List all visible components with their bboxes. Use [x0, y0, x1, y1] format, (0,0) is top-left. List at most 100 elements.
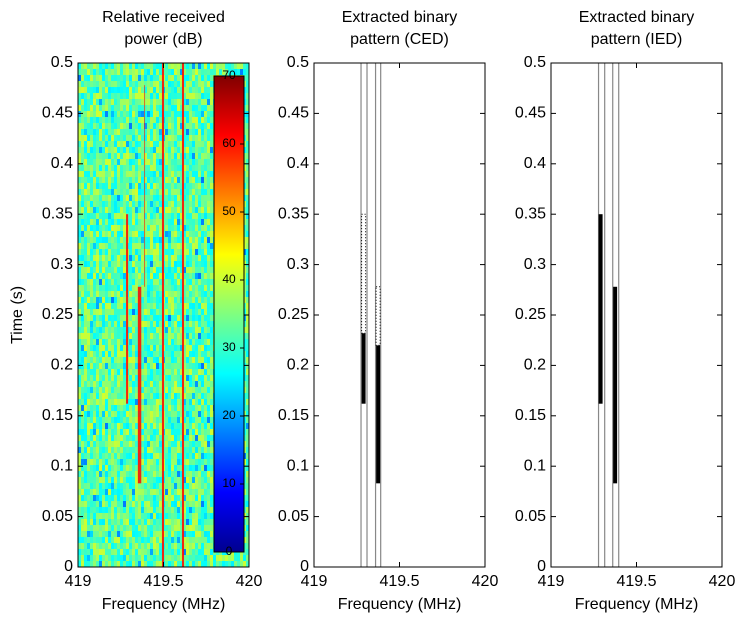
noise-cell	[78, 459, 81, 465]
noise-cell	[153, 267, 156, 273]
noise-cell	[105, 207, 108, 213]
noise-cell	[120, 447, 123, 453]
noise-cell	[108, 429, 111, 435]
noise-cell	[138, 513, 141, 519]
noise-cell	[159, 201, 162, 207]
noise-cell	[180, 237, 183, 243]
noise-cell	[96, 489, 99, 495]
colorbar-tick-label: 20	[222, 408, 236, 422]
noise-cell	[186, 99, 189, 105]
noise-cell	[126, 69, 129, 75]
noise-cell	[132, 231, 135, 237]
noise-cell	[192, 363, 195, 369]
noise-cell	[150, 111, 153, 117]
noise-cell	[204, 105, 207, 111]
noise-cell	[84, 495, 87, 501]
noise-cell	[189, 195, 192, 201]
noise-cell	[171, 117, 174, 123]
noise-cell	[204, 357, 207, 363]
noise-cell	[174, 147, 177, 153]
noise-cell	[153, 399, 156, 405]
noise-cell	[117, 453, 120, 459]
noise-cell	[204, 207, 207, 213]
noise-cell	[138, 219, 141, 225]
noise-cell	[123, 117, 126, 123]
noise-cell	[168, 381, 171, 387]
noise-cell	[126, 453, 129, 459]
noise-cell	[165, 195, 168, 201]
noise-cell	[195, 297, 198, 303]
noise-cell	[111, 303, 114, 309]
noise-cell	[201, 135, 204, 141]
noise-cell	[132, 327, 135, 333]
noise-cell	[111, 315, 114, 321]
noise-cell	[111, 189, 114, 195]
noise-cell	[198, 495, 201, 501]
noise-cell	[93, 129, 96, 135]
noise-cell	[189, 411, 192, 417]
noise-cell	[102, 123, 105, 129]
noise-cell	[81, 75, 84, 81]
noise-cell	[237, 63, 240, 69]
noise-cell	[114, 183, 117, 189]
noise-cell	[204, 279, 207, 285]
noise-cell	[108, 465, 111, 471]
noise-cell	[132, 525, 135, 531]
noise-cell	[120, 87, 123, 93]
noise-cell	[153, 381, 156, 387]
noise-cell	[168, 165, 171, 171]
noise-cell	[120, 363, 123, 369]
noise-cell	[144, 453, 147, 459]
noise-cell	[78, 87, 81, 93]
noise-cell	[129, 465, 132, 471]
noise-cell	[147, 429, 150, 435]
noise-cell	[114, 345, 117, 351]
noise-cell	[129, 183, 132, 189]
noise-cell	[180, 297, 183, 303]
noise-cell	[159, 381, 162, 387]
noise-cell	[195, 375, 198, 381]
noise-cell	[189, 153, 192, 159]
y-tick-label: 0.5	[287, 54, 309, 71]
noise-cell	[177, 183, 180, 189]
noise-cell	[186, 219, 189, 225]
noise-cell	[87, 231, 90, 237]
noise-cell	[186, 489, 189, 495]
noise-cell	[177, 327, 180, 333]
noise-cell	[180, 75, 183, 81]
noise-cell	[105, 399, 108, 405]
noise-cell	[180, 255, 183, 261]
noise-cell	[138, 81, 141, 87]
noise-cell	[183, 327, 186, 333]
noise-cell	[210, 267, 213, 273]
noise-cell	[183, 111, 186, 117]
noise-cell	[84, 537, 87, 543]
noise-cell	[96, 441, 99, 447]
noise-cell	[207, 237, 210, 243]
noise-cell	[108, 483, 111, 489]
noise-cell	[141, 411, 144, 417]
noise-cell	[192, 435, 195, 441]
noise-cell	[93, 255, 96, 261]
noise-cell	[198, 207, 201, 213]
noise-cell	[117, 519, 120, 525]
noise-cell	[201, 189, 204, 195]
noise-cell	[111, 471, 114, 477]
noise-cell	[78, 273, 81, 279]
noise-cell	[207, 555, 210, 561]
noise-cell	[132, 549, 135, 555]
noise-cell	[207, 483, 210, 489]
noise-cell	[78, 453, 81, 459]
noise-cell	[126, 525, 129, 531]
noise-cell	[117, 165, 120, 171]
noise-cell	[207, 537, 210, 543]
noise-cell	[96, 357, 99, 363]
noise-cell	[141, 381, 144, 387]
noise-cell	[159, 387, 162, 393]
noise-cell	[156, 231, 159, 237]
noise-cell	[102, 201, 105, 207]
noise-cell	[201, 297, 204, 303]
noise-cell	[78, 351, 81, 357]
noise-cell	[144, 483, 147, 489]
noise-cell	[90, 285, 93, 291]
